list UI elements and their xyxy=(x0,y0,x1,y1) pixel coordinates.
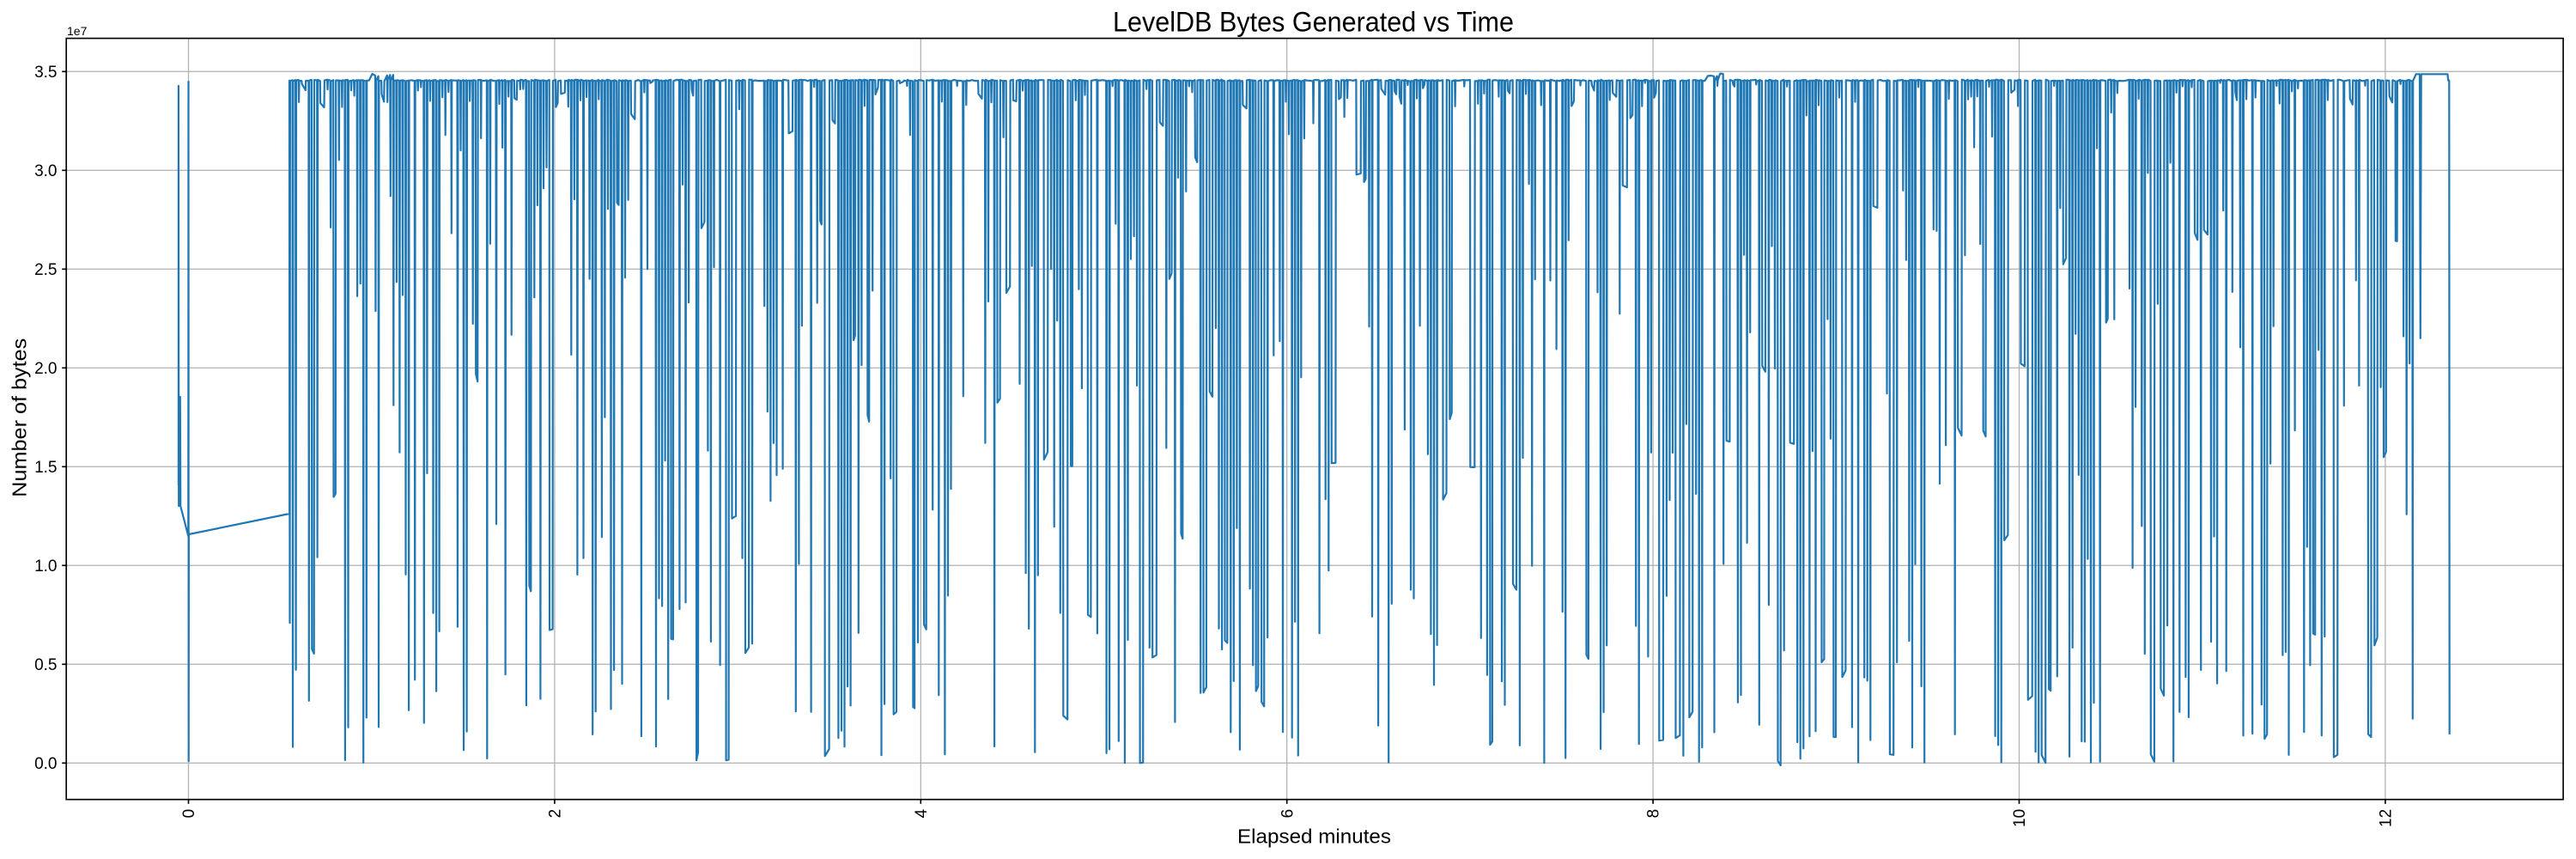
svg-text:Elapsed minutes: Elapsed minutes xyxy=(1237,825,1391,848)
svg-text:1.0: 1.0 xyxy=(34,557,57,576)
svg-text:1e7: 1e7 xyxy=(67,24,88,38)
svg-text:6: 6 xyxy=(1279,809,1297,819)
svg-text:12: 12 xyxy=(2378,809,2396,827)
svg-text:LevelDB Bytes Generated vs Tim: LevelDB Bytes Generated vs Time xyxy=(1113,7,1514,38)
svg-text:4: 4 xyxy=(913,808,931,818)
svg-text:0.0: 0.0 xyxy=(34,755,57,773)
svg-text:8: 8 xyxy=(1645,809,1663,819)
svg-text:0.5: 0.5 xyxy=(34,656,57,674)
svg-text:2: 2 xyxy=(547,809,565,819)
svg-text:10: 10 xyxy=(2011,809,2029,827)
svg-text:Number of bytes: Number of bytes xyxy=(9,338,31,497)
svg-text:3.5: 3.5 xyxy=(34,64,57,82)
svg-text:0: 0 xyxy=(180,809,198,819)
svg-text:3.0: 3.0 xyxy=(34,162,57,180)
svg-text:2.5: 2.5 xyxy=(34,261,57,279)
svg-text:1.5: 1.5 xyxy=(34,459,57,477)
svg-text:2.0: 2.0 xyxy=(34,360,57,378)
